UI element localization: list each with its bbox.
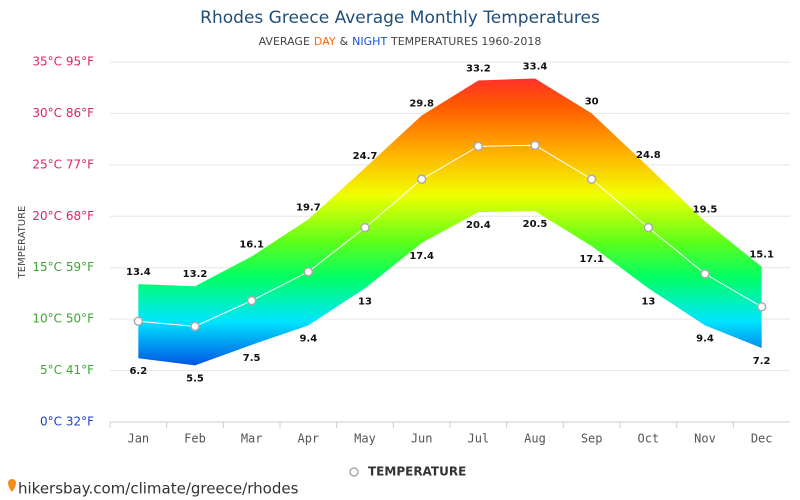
night-value-label: 20.5 (523, 219, 548, 230)
night-value-label: 9.4 (299, 333, 317, 344)
legend-marker (349, 467, 359, 477)
subtitle-part: TEMPERATURES 1960-2018 (390, 35, 541, 48)
x-tick-label: Aug (524, 432, 546, 446)
temperature-band (138, 78, 762, 366)
y-axis-label: TEMPERATURE (17, 206, 28, 280)
night-value-label: 13 (358, 296, 372, 307)
y-tick-label: 20°C 68°F (32, 209, 94, 223)
subtitle-part: DAY (314, 35, 336, 48)
x-tick-label: Sep (581, 432, 603, 446)
x-tick-label: Nov (694, 432, 716, 446)
average-point (586, 174, 597, 185)
y-tick-label: 5°C 41°F (40, 363, 94, 377)
day-value-label: 33.4 (523, 61, 548, 72)
x-tick-label: Apr (297, 432, 319, 446)
night-value-label: 17.4 (409, 251, 434, 262)
day-value-label: 15.1 (749, 250, 774, 261)
day-value-label: 24.7 (353, 151, 378, 162)
y-tick-label: 15°C 59°F (32, 260, 94, 274)
night-value-label: 5.5 (186, 373, 204, 384)
night-value-label: 20.4 (466, 220, 491, 231)
x-tick-label: Dec (751, 432, 773, 446)
average-point (530, 140, 540, 151)
x-tick-label: Jun (411, 432, 433, 446)
day-value-label: 19.7 (296, 202, 321, 213)
night-value-label: 7.5 (243, 353, 261, 364)
day-value-label: 19.5 (693, 204, 718, 215)
y-tick-label: 25°C 77°F (32, 157, 94, 171)
average-point (756, 302, 767, 312)
average-point (190, 321, 200, 332)
chart-title: Rhodes Greece Average Monthly Temperatur… (200, 8, 600, 28)
day-value-label: 13.4 (126, 267, 151, 278)
day-value-label: 24.8 (636, 150, 661, 161)
x-tick-label: Oct (637, 432, 659, 446)
night-value-label: 9.4 (696, 333, 714, 344)
source-link[interactable]: hikersbay.com/climate/greece/rhodes (18, 480, 299, 498)
subtitle-part: NIGHT (352, 35, 387, 48)
legend: TEMPERATURE (349, 465, 466, 479)
average-line (138, 144, 762, 327)
night-value-label: 17.1 (579, 254, 604, 265)
y-tick-label: 10°C 50°F (32, 312, 94, 326)
day-value-label: 13.2 (183, 269, 208, 280)
night-value-label: 13 (641, 296, 655, 307)
average-point (246, 295, 257, 306)
average-point (360, 222, 370, 233)
average-point (303, 267, 314, 277)
average-point (133, 316, 144, 326)
x-tick-label: Jan (127, 432, 149, 446)
y-tick-label: 35°C 95°F (32, 55, 94, 69)
average-point (700, 269, 710, 279)
legend-label: TEMPERATURE (368, 465, 466, 479)
chart-subtitle: AVERAGE DAY & NIGHT TEMPERATURES 1960-2018 (259, 35, 542, 48)
y-tick-label: 0°C 32°F (40, 415, 94, 429)
x-tick-label: Jul (467, 432, 489, 446)
average-point (473, 141, 484, 152)
day-value-label: 29.8 (409, 98, 434, 109)
average-point (643, 222, 654, 233)
average-point (416, 174, 427, 185)
subtitle-part: AVERAGE (259, 35, 310, 48)
x-tick-label: May (354, 432, 376, 446)
day-value-label: 16.1 (239, 239, 264, 250)
y-tick-label: 30°C 86°F (32, 106, 94, 120)
day-value-label: 33.2 (466, 64, 491, 75)
x-tick-label: Feb (184, 432, 206, 446)
night-value-label: 7.2 (753, 356, 771, 367)
x-tick-label: Mar (241, 432, 263, 446)
day-value-label: 30 (585, 96, 599, 107)
night-value-label: 6.2 (129, 366, 147, 377)
pin-icon (8, 479, 16, 492)
subtitle-part: & (340, 35, 349, 48)
